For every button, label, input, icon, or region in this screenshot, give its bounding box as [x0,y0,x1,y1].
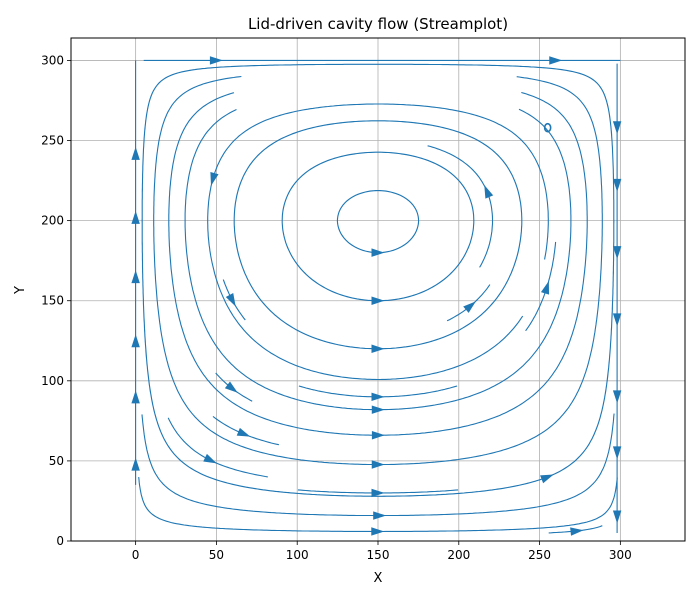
streamline-arrow [131,457,140,471]
y-tick-label: 100 [41,374,64,388]
streamline-arrow [612,446,622,460]
streamline-arrow [371,248,385,257]
vortex-center [543,122,552,133]
streamline-arrow [612,121,622,135]
streamline-arrow [463,301,476,313]
streamline-arrow [131,390,140,404]
x-axis-label: X [374,571,383,586]
y-axis-label: Y [13,286,28,295]
streamline-arrow [131,270,140,284]
y-tick-label: 200 [41,214,64,228]
streamline-arrow [373,511,387,520]
streamline-arrow [371,392,385,402]
y-tick-label: 150 [41,294,64,308]
streamline-arrow [371,296,385,305]
y-tick-label: 300 [41,53,64,67]
y-tick-label: 50 [49,454,64,468]
x-tick-label: 300 [609,548,632,562]
x-axis-ticks: 0 50 100 150 200 250 300 [132,541,632,562]
streamline-arrow [612,390,622,404]
streamline-arrow [540,280,550,295]
streamline-arrow [131,210,140,224]
streamline-arrow [612,313,622,327]
x-tick-label: 150 [367,548,390,562]
chart-title: Lid-driven cavity flow (Streamplot) [248,15,508,33]
y-tick-label: 250 [41,134,64,148]
streamline-arrow [371,460,385,469]
streamline-arrow [371,405,385,414]
streamline-arrow [612,246,622,260]
streamline-arrow [371,488,385,498]
x-tick-label: 50 [209,548,224,562]
y-tick-label: 0 [56,534,64,548]
arrow-markers [131,56,622,536]
streamline-arrow [203,453,217,464]
streamline-arrow [371,344,385,353]
streamline-arrow [131,334,140,348]
x-tick-label: 200 [447,548,470,562]
streamline-arrow [549,56,563,65]
streamline-arrow [236,427,251,437]
streamline-arrow [484,184,494,199]
streamline-arrow [131,146,140,160]
y-axis-ticks: 0 50 100 150 200 250 300 [41,53,71,548]
x-tick-label: 250 [528,548,551,562]
x-tick-label: 100 [286,548,309,562]
streamline-arrow [371,527,385,536]
streamline-arrow [612,510,622,524]
streamline-arrow [210,172,219,186]
streamline-arrow [612,178,622,192]
streamline-arrow [371,431,385,440]
streamline-arrow [209,56,223,65]
streamline-arrow [570,527,584,536]
streamline-arrow [224,381,238,393]
streamline-arrow [540,474,554,484]
x-tick-label: 0 [132,548,140,562]
streamline-arrow [225,292,236,307]
